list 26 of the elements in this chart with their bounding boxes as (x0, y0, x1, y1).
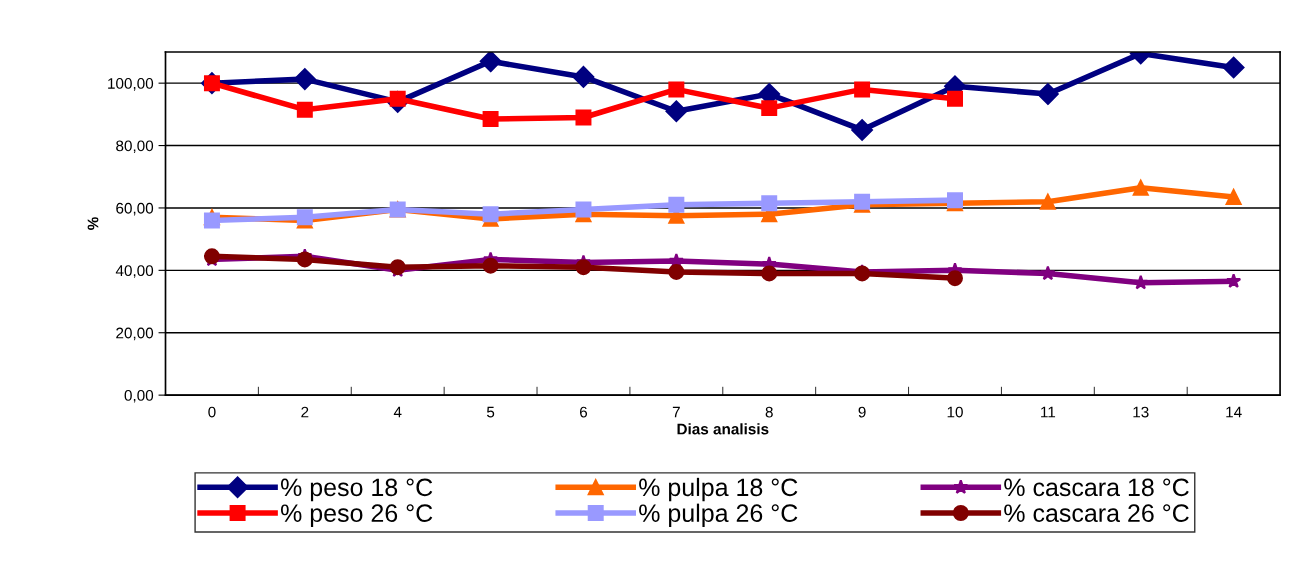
y-tick-label: 20,00 (116, 327, 154, 341)
legend-label: % cascara 26 °C (1004, 504, 1189, 522)
legend-label: % peso 26 °C (280, 504, 433, 527)
y-tick-label: 0,00 (124, 390, 154, 403)
y-tick-label: 60,00 (116, 202, 154, 216)
x-tick-label: 4 (393, 406, 402, 418)
y-tick-label: 100,00 (108, 78, 154, 91)
y-axis-title: % (87, 217, 99, 230)
x-tick-label: 9 (858, 406, 866, 418)
x-tick-label: 11 (1041, 406, 1056, 418)
x-tick-label: 6 (579, 406, 588, 418)
x-axis-title: Dias analisis (677, 423, 769, 435)
x-tick-label: 13 (1133, 406, 1149, 418)
y-tick-label: 40,00 (115, 265, 154, 278)
legend-label: % pulpa 18 °C (639, 477, 798, 502)
y-tick-label: 80,00 (116, 140, 154, 154)
x-tick-label: 2 (301, 406, 309, 418)
legend-label: % pulpa 26 °C (639, 503, 798, 527)
legend-label: % peso 18 °C (280, 478, 433, 502)
x-tick-label: 14 (1226, 406, 1242, 418)
x-tick-label: 10 (947, 406, 963, 418)
x-tick-label: 5 (486, 406, 495, 418)
x-tick-label: 8 (765, 406, 773, 418)
x-tick-label: 0 (208, 406, 216, 418)
x-tick-label: 7 (672, 406, 680, 418)
legend-label: % cascara 18 °C (1004, 478, 1189, 497)
